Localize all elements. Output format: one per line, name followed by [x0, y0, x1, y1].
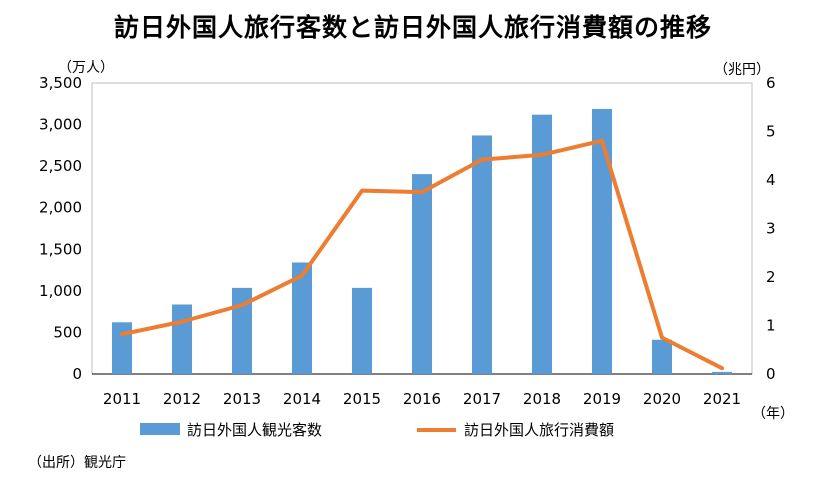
bar-2020	[652, 339, 672, 374]
line-point-2013	[241, 304, 243, 306]
bar-2015	[352, 287, 372, 374]
bar-2016	[412, 174, 432, 374]
x-tick-label: 2015	[343, 390, 381, 408]
right-tick-label: 6	[766, 74, 776, 92]
bar-series	[112, 108, 732, 374]
x-tick-label: 2014	[283, 390, 321, 408]
line-point-2015	[361, 190, 363, 192]
left-tick-label: 500	[53, 323, 82, 341]
right-tick-label: 0	[766, 365, 776, 383]
chart-title: 訪日外国人旅行客数と訪日外国人旅行消費額の推移	[113, 13, 712, 42]
right-tick-label: 1	[766, 317, 776, 335]
bar-2011	[112, 322, 132, 374]
left-tick-label: 2,000	[39, 199, 82, 217]
x-tick-label: 2017	[463, 390, 501, 408]
line-point-2019	[601, 140, 603, 142]
left-tick-label: 0	[72, 365, 82, 383]
bar-2012	[172, 304, 192, 374]
right-tick-label: 2	[766, 268, 776, 286]
left-tick-label: 2,500	[39, 157, 82, 175]
x-tick-label: 2012	[163, 390, 201, 408]
legend-line-label: 訪日外国人旅行消費額	[464, 421, 614, 439]
x-tick-label: 2019	[583, 390, 621, 408]
left-tick-label: 3,500	[39, 74, 82, 92]
left-axis-unit: （万人）	[58, 60, 114, 76]
line-point-2012	[181, 321, 183, 323]
left-tick-label: 3,000	[39, 116, 82, 134]
x-axis-unit: （年）	[752, 406, 794, 422]
line-point-2020	[661, 337, 663, 339]
line-point-2016	[421, 191, 423, 193]
line-point-2011	[121, 333, 123, 335]
bar-2014	[292, 262, 312, 374]
bar-2021	[712, 371, 732, 374]
legend-bar-swatch	[140, 423, 180, 435]
x-tick-label: 2018	[523, 390, 561, 408]
line-point-2014	[301, 275, 303, 277]
bar-2019	[592, 108, 612, 374]
x-tick-label: 2011	[103, 390, 141, 408]
legend: 訪日外国人観光客数 訪日外国人旅行消費額	[140, 421, 614, 439]
right-tick-label: 5	[766, 123, 776, 141]
bar-2018	[532, 114, 552, 374]
x-axis-ticks: 2011 2012 2013 2014 2015 2016 2017 2018 2019 2020…	[103, 390, 741, 408]
right-axis-unit: （兆円）	[714, 62, 770, 78]
bar-2013	[232, 287, 252, 374]
right-tick-label: 3	[766, 220, 776, 238]
x-tick-label: 2016	[403, 390, 441, 408]
source-note: （出所）観光庁	[28, 455, 126, 471]
line-point-2021	[721, 367, 723, 369]
right-axis-ticks: 0 1 2 3 4 5 6	[766, 74, 776, 383]
line-point-2017	[481, 159, 483, 161]
x-tick-label: 2020	[643, 390, 681, 408]
line-point-2018	[541, 154, 543, 156]
left-tick-label: 1,000	[39, 282, 82, 300]
legend-bar-label: 訪日外国人観光客数	[187, 421, 322, 439]
left-axis-ticks: 0 500 1,000 1,500 2,000 2,500 3,000 3,500	[39, 74, 82, 383]
bar-2017	[472, 135, 492, 374]
x-tick-label: 2021	[703, 390, 741, 408]
right-tick-label: 4	[766, 171, 776, 189]
x-tick-label: 2013	[223, 390, 261, 408]
left-tick-label: 1,500	[39, 240, 82, 258]
line-series	[120, 138, 724, 371]
